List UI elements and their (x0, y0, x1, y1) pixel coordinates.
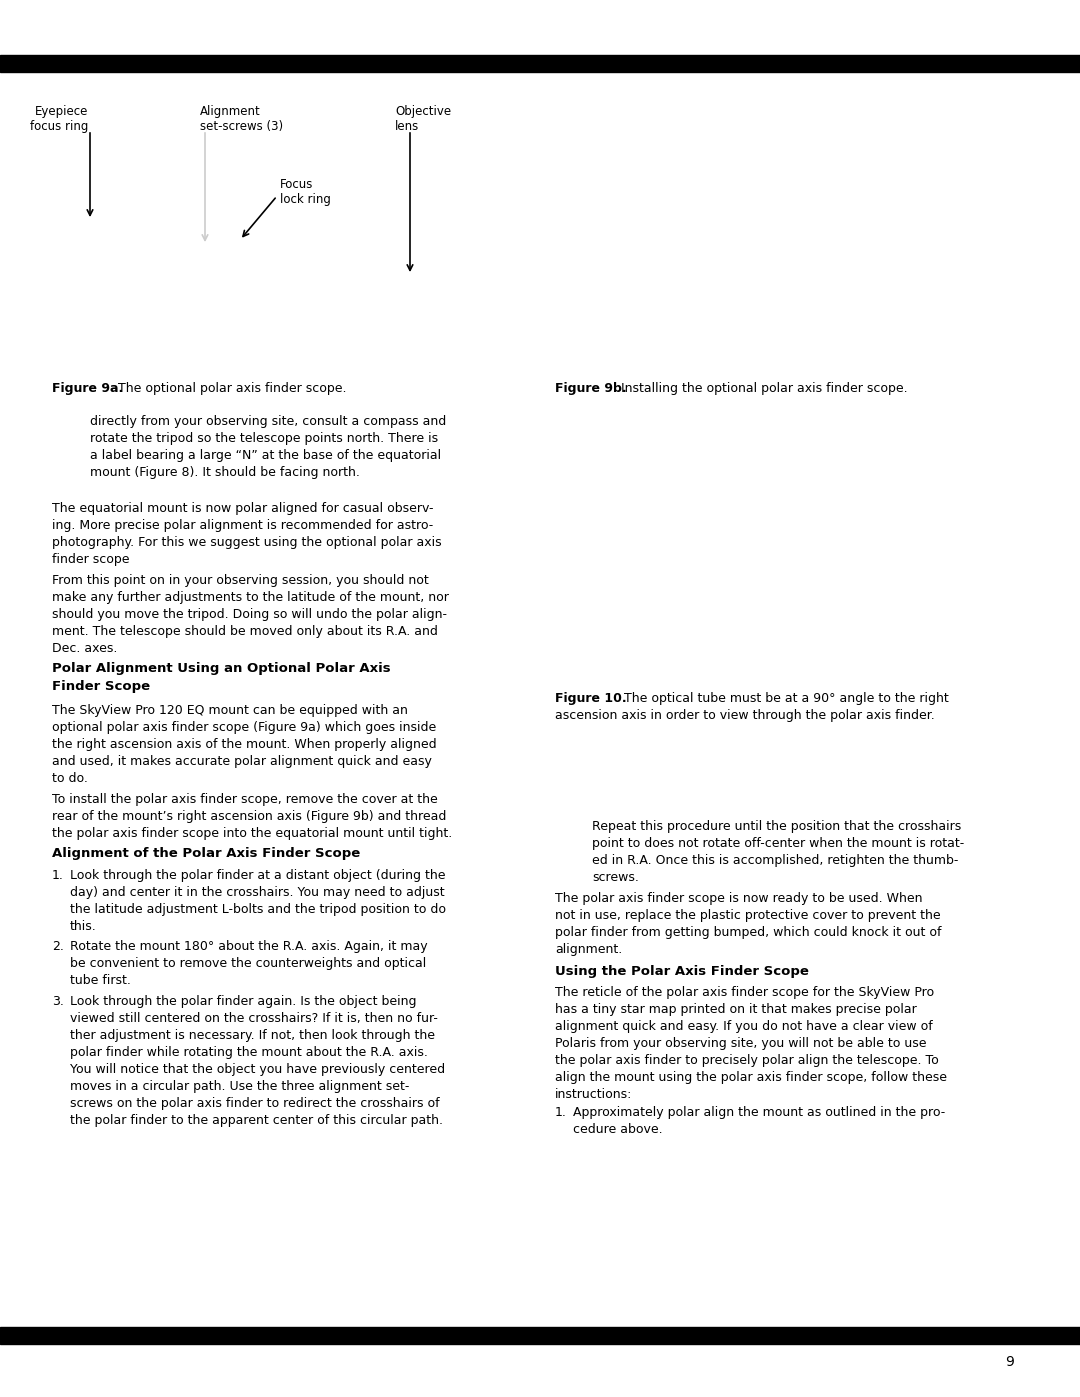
Text: Figure 9a.: Figure 9a. (52, 381, 123, 395)
Text: finder scope: finder scope (52, 553, 130, 566)
Text: ascension axis in order to view through the polar axis finder.: ascension axis in order to view through … (555, 710, 935, 722)
Text: polar finder from getting bumped, which could knock it out of: polar finder from getting bumped, which … (555, 926, 942, 939)
Text: 2.: 2. (52, 940, 64, 953)
Text: Objective
lens: Objective lens (395, 105, 451, 133)
Text: Rotate the mount 180° about the R.A. axis. Again, it may: Rotate the mount 180° about the R.A. axi… (70, 940, 428, 953)
Text: Polar Alignment Using an Optional Polar Axis: Polar Alignment Using an Optional Polar … (52, 662, 391, 675)
Text: be convenient to remove the counterweights and optical: be convenient to remove the counterweigh… (70, 957, 427, 970)
Text: tube first.: tube first. (70, 974, 131, 988)
Text: Installing the optional polar axis finder scope.: Installing the optional polar axis finde… (617, 381, 907, 395)
Bar (0, 54, 1080, 73)
Text: screws on the polar axis finder to redirect the crosshairs of: screws on the polar axis finder to redir… (70, 1097, 440, 1111)
Text: directly from your observing site, consult a compass and: directly from your observing site, consu… (90, 415, 446, 427)
Text: viewed still centered on the crosshairs? If it is, then no fur-: viewed still centered on the crosshairs?… (70, 1011, 437, 1025)
Text: Dec. axes.: Dec. axes. (52, 643, 118, 655)
Text: From this point on in your observing session, you should not: From this point on in your observing ses… (52, 574, 429, 587)
Text: 9: 9 (1005, 1355, 1014, 1369)
Text: The optional polar axis finder scope.: The optional polar axis finder scope. (114, 381, 347, 395)
Text: make any further adjustments to the latitude of the mount, nor: make any further adjustments to the lati… (52, 591, 449, 604)
Text: You will notice that the object you have previously centered: You will notice that the object you have… (70, 1063, 445, 1076)
Text: ed in R.A. Once this is accomplished, retighten the thumb-: ed in R.A. Once this is accomplished, re… (592, 854, 958, 868)
Text: the polar axis finder to precisely polar align the telescope. To: the polar axis finder to precisely polar… (555, 1053, 939, 1067)
Text: rotate the tripod so the telescope points north. There is: rotate the tripod so the telescope point… (90, 432, 438, 446)
Text: this.: this. (70, 921, 97, 933)
Text: The optical tube must be at a 90° angle to the right: The optical tube must be at a 90° angle … (620, 692, 948, 705)
Bar (0, 1327, 1080, 1344)
Text: Look through the polar finder at a distant object (during the: Look through the polar finder at a dista… (70, 869, 446, 882)
Text: has a tiny star map printed on it that makes precise polar: has a tiny star map printed on it that m… (555, 1003, 917, 1016)
Text: Look through the polar finder again. Is the object being: Look through the polar finder again. Is … (70, 995, 417, 1009)
Text: Focus
lock ring: Focus lock ring (280, 177, 330, 205)
Text: the polar axis finder scope into the equatorial mount until tight.: the polar axis finder scope into the equ… (52, 827, 453, 840)
Text: Approximately polar align the mount as outlined in the pro-: Approximately polar align the mount as o… (573, 1106, 945, 1119)
Text: align the mount using the polar axis finder scope, follow these: align the mount using the polar axis fin… (555, 1071, 947, 1084)
Text: point to does not rotate off-center when the mount is rotat-: point to does not rotate off-center when… (592, 837, 964, 849)
Text: Finder Scope: Finder Scope (52, 680, 150, 693)
Text: 1.: 1. (52, 869, 64, 882)
Text: Repeat this procedure until the position that the crosshairs: Repeat this procedure until the position… (592, 820, 961, 833)
Text: 1.: 1. (555, 1106, 567, 1119)
Text: to do.: to do. (52, 773, 87, 785)
Text: To install the polar axis finder scope, remove the cover at the: To install the polar axis finder scope, … (52, 793, 437, 806)
Text: the right ascension axis of the mount. When properly aligned: the right ascension axis of the mount. W… (52, 738, 436, 752)
Text: a label bearing a large “N” at the base of the equatorial: a label bearing a large “N” at the base … (90, 448, 441, 462)
Text: Figure 10.: Figure 10. (555, 692, 626, 705)
Text: moves in a circular path. Use the three alignment set-: moves in a circular path. Use the three … (70, 1080, 409, 1092)
Text: ther adjustment is necessary. If not, then look through the: ther adjustment is necessary. If not, th… (70, 1030, 435, 1042)
Text: the latitude adjustment L-bolts and the tripod position to do: the latitude adjustment L-bolts and the … (70, 902, 446, 916)
Text: cedure above.: cedure above. (573, 1123, 663, 1136)
Text: the polar finder to the apparent center of this circular path.: the polar finder to the apparent center … (70, 1113, 443, 1127)
Text: day) and center it in the crosshairs. You may need to adjust: day) and center it in the crosshairs. Yo… (70, 886, 445, 900)
Text: mount (Figure 8). It should be facing north.: mount (Figure 8). It should be facing no… (90, 467, 360, 479)
Text: should you move the tripod. Doing so will undo the polar align-: should you move the tripod. Doing so wil… (52, 608, 447, 622)
Text: ing. More precise polar alignment is recommended for astro-: ing. More precise polar alignment is rec… (52, 520, 433, 532)
Text: Eyepiece
focus ring: Eyepiece focus ring (29, 105, 87, 133)
Text: The SkyView Pro 120 EQ mount can be equipped with an: The SkyView Pro 120 EQ mount can be equi… (52, 704, 408, 717)
Text: screws.: screws. (592, 870, 639, 884)
Text: Alignment of the Polar Axis Finder Scope: Alignment of the Polar Axis Finder Scope (52, 847, 361, 861)
Text: The equatorial mount is now polar aligned for casual observ-: The equatorial mount is now polar aligne… (52, 502, 433, 515)
Text: and used, it makes accurate polar alignment quick and easy: and used, it makes accurate polar alignm… (52, 754, 432, 768)
Text: Alignment
set-screws (3): Alignment set-screws (3) (200, 105, 283, 133)
Text: photography. For this we suggest using the optional polar axis: photography. For this we suggest using t… (52, 536, 442, 549)
Text: alignment quick and easy. If you do not have a clear view of: alignment quick and easy. If you do not … (555, 1020, 933, 1032)
Text: Polaris from your observing site, you will not be able to use: Polaris from your observing site, you wi… (555, 1037, 927, 1051)
Text: alignment.: alignment. (555, 943, 622, 956)
Text: The reticle of the polar axis finder scope for the SkyView Pro: The reticle of the polar axis finder sco… (555, 986, 934, 999)
Text: not in use, replace the plastic protective cover to prevent the: not in use, replace the plastic protecti… (555, 909, 941, 922)
Text: polar finder while rotating the mount about the R.A. axis.: polar finder while rotating the mount ab… (70, 1046, 428, 1059)
Text: ment. The telescope should be moved only about its R.A. and: ment. The telescope should be moved only… (52, 624, 437, 638)
Text: The polar axis finder scope is now ready to be used. When: The polar axis finder scope is now ready… (555, 893, 922, 905)
Text: rear of the mount’s right ascension axis (Figure 9b) and thread: rear of the mount’s right ascension axis… (52, 810, 446, 823)
Text: 3.: 3. (52, 995, 64, 1009)
Text: instructions:: instructions: (555, 1088, 633, 1101)
Text: optional polar axis finder scope (Figure 9a) which goes inside: optional polar axis finder scope (Figure… (52, 721, 436, 733)
Text: Figure 9b.: Figure 9b. (555, 381, 626, 395)
Text: Using the Polar Axis Finder Scope: Using the Polar Axis Finder Scope (555, 965, 809, 978)
